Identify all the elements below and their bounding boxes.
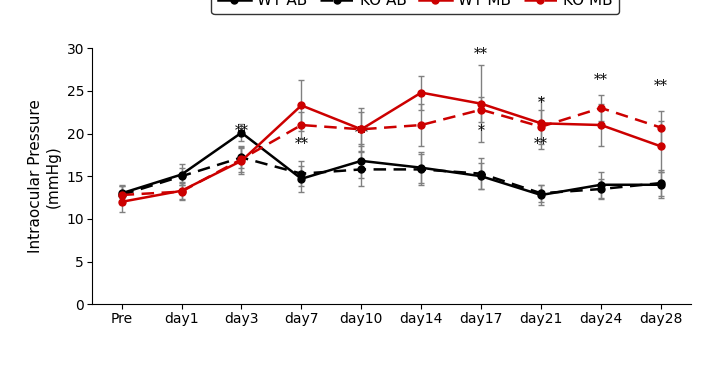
Text: **: ** bbox=[654, 79, 668, 93]
Legend: WT AB, KO AB, WT MB, KO MB: WT AB, KO AB, WT MB, KO MB bbox=[212, 0, 619, 14]
Text: **: ** bbox=[355, 127, 368, 140]
Text: **: ** bbox=[474, 47, 488, 61]
Text: **: ** bbox=[295, 137, 308, 151]
Text: **: ** bbox=[235, 124, 248, 138]
Text: **: ** bbox=[594, 73, 608, 87]
Text: *: * bbox=[478, 124, 484, 138]
Text: **: ** bbox=[534, 137, 548, 151]
Y-axis label: Intraocular Pressure
(mmHg): Intraocular Pressure (mmHg) bbox=[28, 99, 61, 253]
Text: *: * bbox=[538, 96, 544, 110]
